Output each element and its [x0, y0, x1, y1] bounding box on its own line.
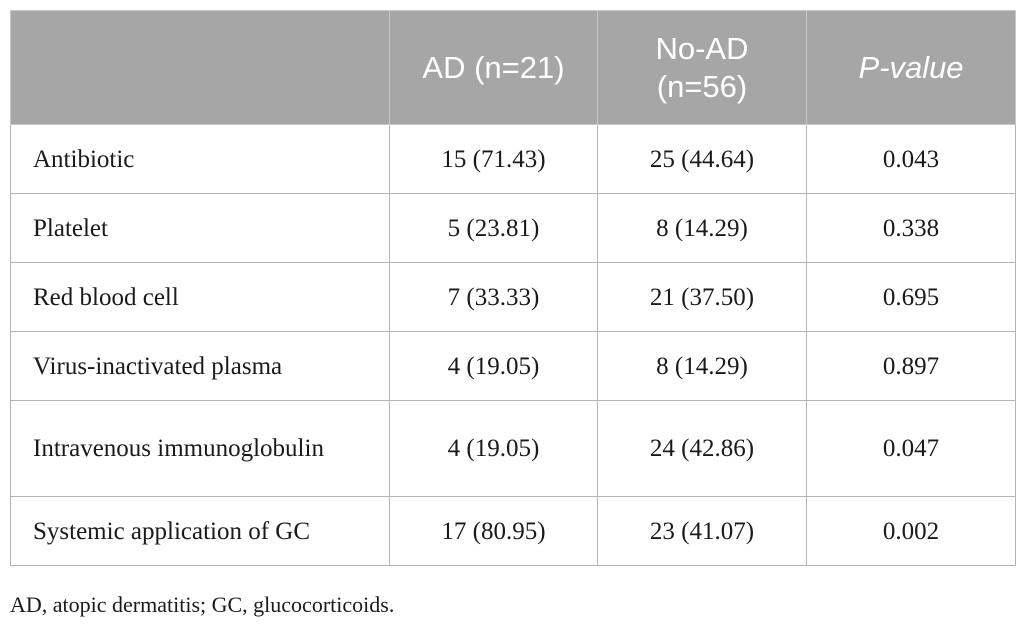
row-label: Virus-inactivated plasma — [10, 331, 390, 401]
header-cell-p-value: P-value — [806, 10, 1016, 125]
header-cell-no-ad: No-AD (n=56) — [597, 10, 807, 125]
data-table: AD (n=21) No-AD (n=56) P-value Antibioti… — [10, 10, 1016, 566]
no-ad-value: 23 (41.07) — [597, 496, 807, 566]
p-value: 0.047 — [806, 400, 1016, 497]
row-label: Intravenous immunoglobulin — [10, 400, 390, 497]
table-row: Platelet 5 (23.81) 8 (14.29) 0.338 — [10, 193, 1016, 263]
table-body: Antibiotic 15 (71.43) 25 (44.64) 0.043 P… — [10, 124, 1016, 566]
header-row: AD (n=21) No-AD (n=56) P-value — [10, 10, 1016, 125]
table-row: Systemic application of GC 17 (80.95) 23… — [10, 496, 1016, 566]
p-value: 0.695 — [806, 262, 1016, 332]
table-row: Antibiotic 15 (71.43) 25 (44.64) 0.043 — [10, 124, 1016, 194]
no-ad-value: 25 (44.64) — [597, 124, 807, 194]
row-label: Platelet — [10, 193, 390, 263]
table-row: Red blood cell 7 (33.33) 21 (37.50) 0.69… — [10, 262, 1016, 332]
ad-value: 4 (19.05) — [389, 400, 598, 497]
p-value: 0.897 — [806, 331, 1016, 401]
table-header: AD (n=21) No-AD (n=56) P-value — [10, 10, 1016, 125]
no-ad-value: 8 (14.29) — [597, 331, 807, 401]
p-value: 0.043 — [806, 124, 1016, 194]
table-row: Virus-inactivated plasma 4 (19.05) 8 (14… — [10, 331, 1016, 401]
no-ad-value: 21 (37.50) — [597, 262, 807, 332]
table-row: Intravenous immunoglobulin 4 (19.05) 24 … — [10, 400, 1016, 497]
ad-value: 15 (71.43) — [389, 124, 598, 194]
ad-value: 4 (19.05) — [389, 331, 598, 401]
no-ad-value: 8 (14.29) — [597, 193, 807, 263]
row-label: Systemic application of GC — [10, 496, 390, 566]
p-value: 0.338 — [806, 193, 1016, 263]
header-cell-blank — [10, 10, 390, 125]
row-label: Red blood cell — [10, 262, 390, 332]
no-ad-value: 24 (42.86) — [597, 400, 807, 497]
p-value: 0.002 — [806, 496, 1016, 566]
header-cell-ad: AD (n=21) — [389, 10, 598, 125]
ad-value: 5 (23.81) — [389, 193, 598, 263]
ad-value: 17 (80.95) — [389, 496, 598, 566]
table-footnote: AD, atopic dermatitis; GC, glucocorticoi… — [10, 592, 395, 617]
ad-value: 7 (33.33) — [389, 262, 598, 332]
row-label: Antibiotic — [10, 124, 390, 194]
